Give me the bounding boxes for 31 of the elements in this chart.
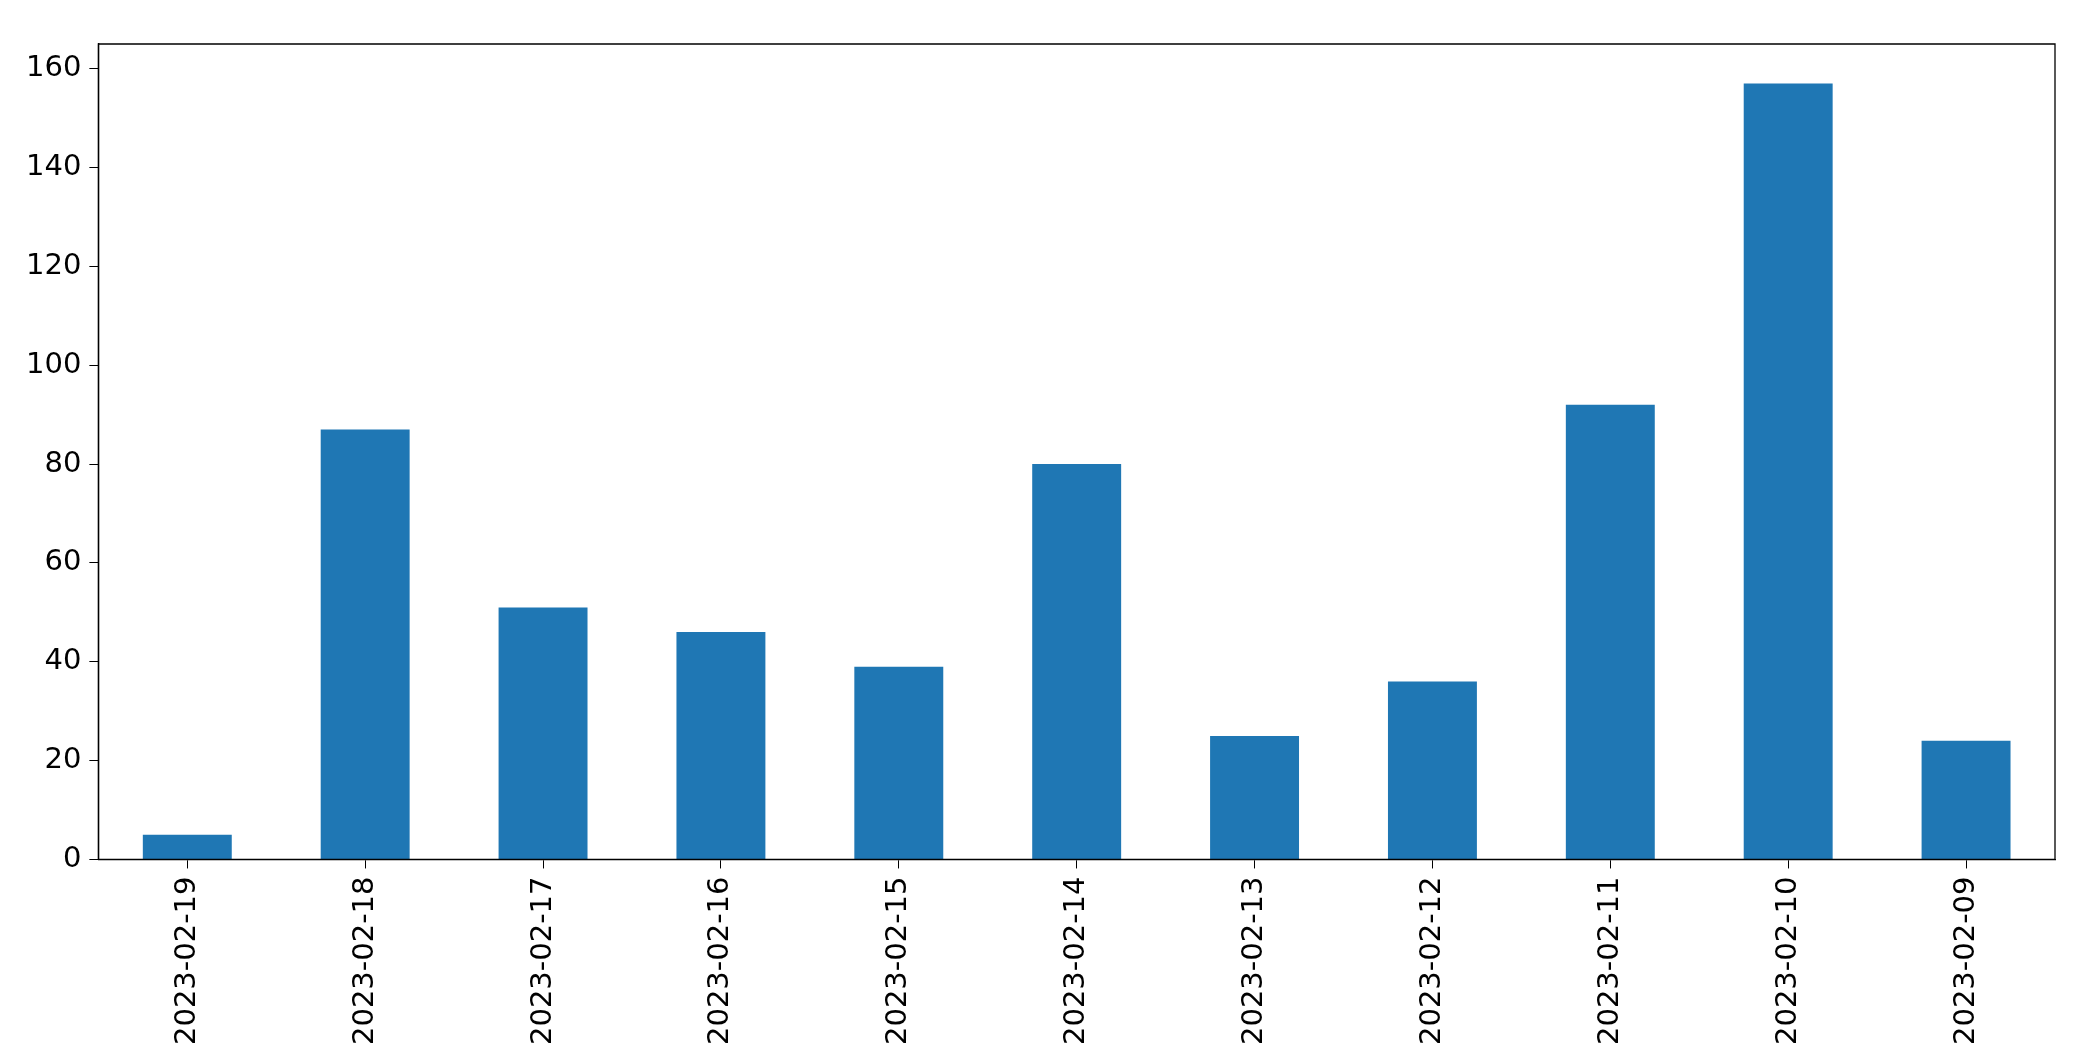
x-tick-label: 2023-02-11 [1590,876,1625,1046]
x-tick-label: 2023-02-09 [1946,876,1981,1046]
bar [498,607,588,859]
bar [676,632,766,859]
x-tick-label: 2023-02-19 [167,876,202,1046]
x-tick-label: 2023-02-17 [523,876,558,1046]
bar [142,834,232,859]
bar [1210,735,1300,859]
x-tick-label: 2023-02-18 [345,876,380,1046]
bar [320,429,410,859]
bar [1565,404,1655,859]
bar [1921,740,2011,859]
x-tick-label: 2023-02-13 [1235,876,1270,1046]
x-tick-label: 2023-02-12 [1412,876,1447,1046]
y-tick-label: 80 [44,444,82,479]
bar [854,666,944,859]
y-tick-label: 120 [25,246,82,281]
x-tick-label: 2023-02-15 [879,876,914,1046]
y-tick-label: 140 [25,148,82,183]
y-tick-label: 60 [44,543,82,578]
x-tick-label: 2023-02-16 [701,876,736,1046]
y-tick-label: 100 [25,345,82,380]
x-tick-label: 2023-02-10 [1768,876,1803,1046]
bar [1743,83,1833,859]
bar [1387,681,1477,859]
x-tick-label: 2023-02-14 [1057,876,1092,1046]
y-tick-label: 20 [44,741,82,776]
y-tick-label: 40 [44,642,82,677]
y-tick-label: 160 [25,49,82,84]
y-tick-label: 0 [62,840,82,874]
bar [1032,464,1122,859]
